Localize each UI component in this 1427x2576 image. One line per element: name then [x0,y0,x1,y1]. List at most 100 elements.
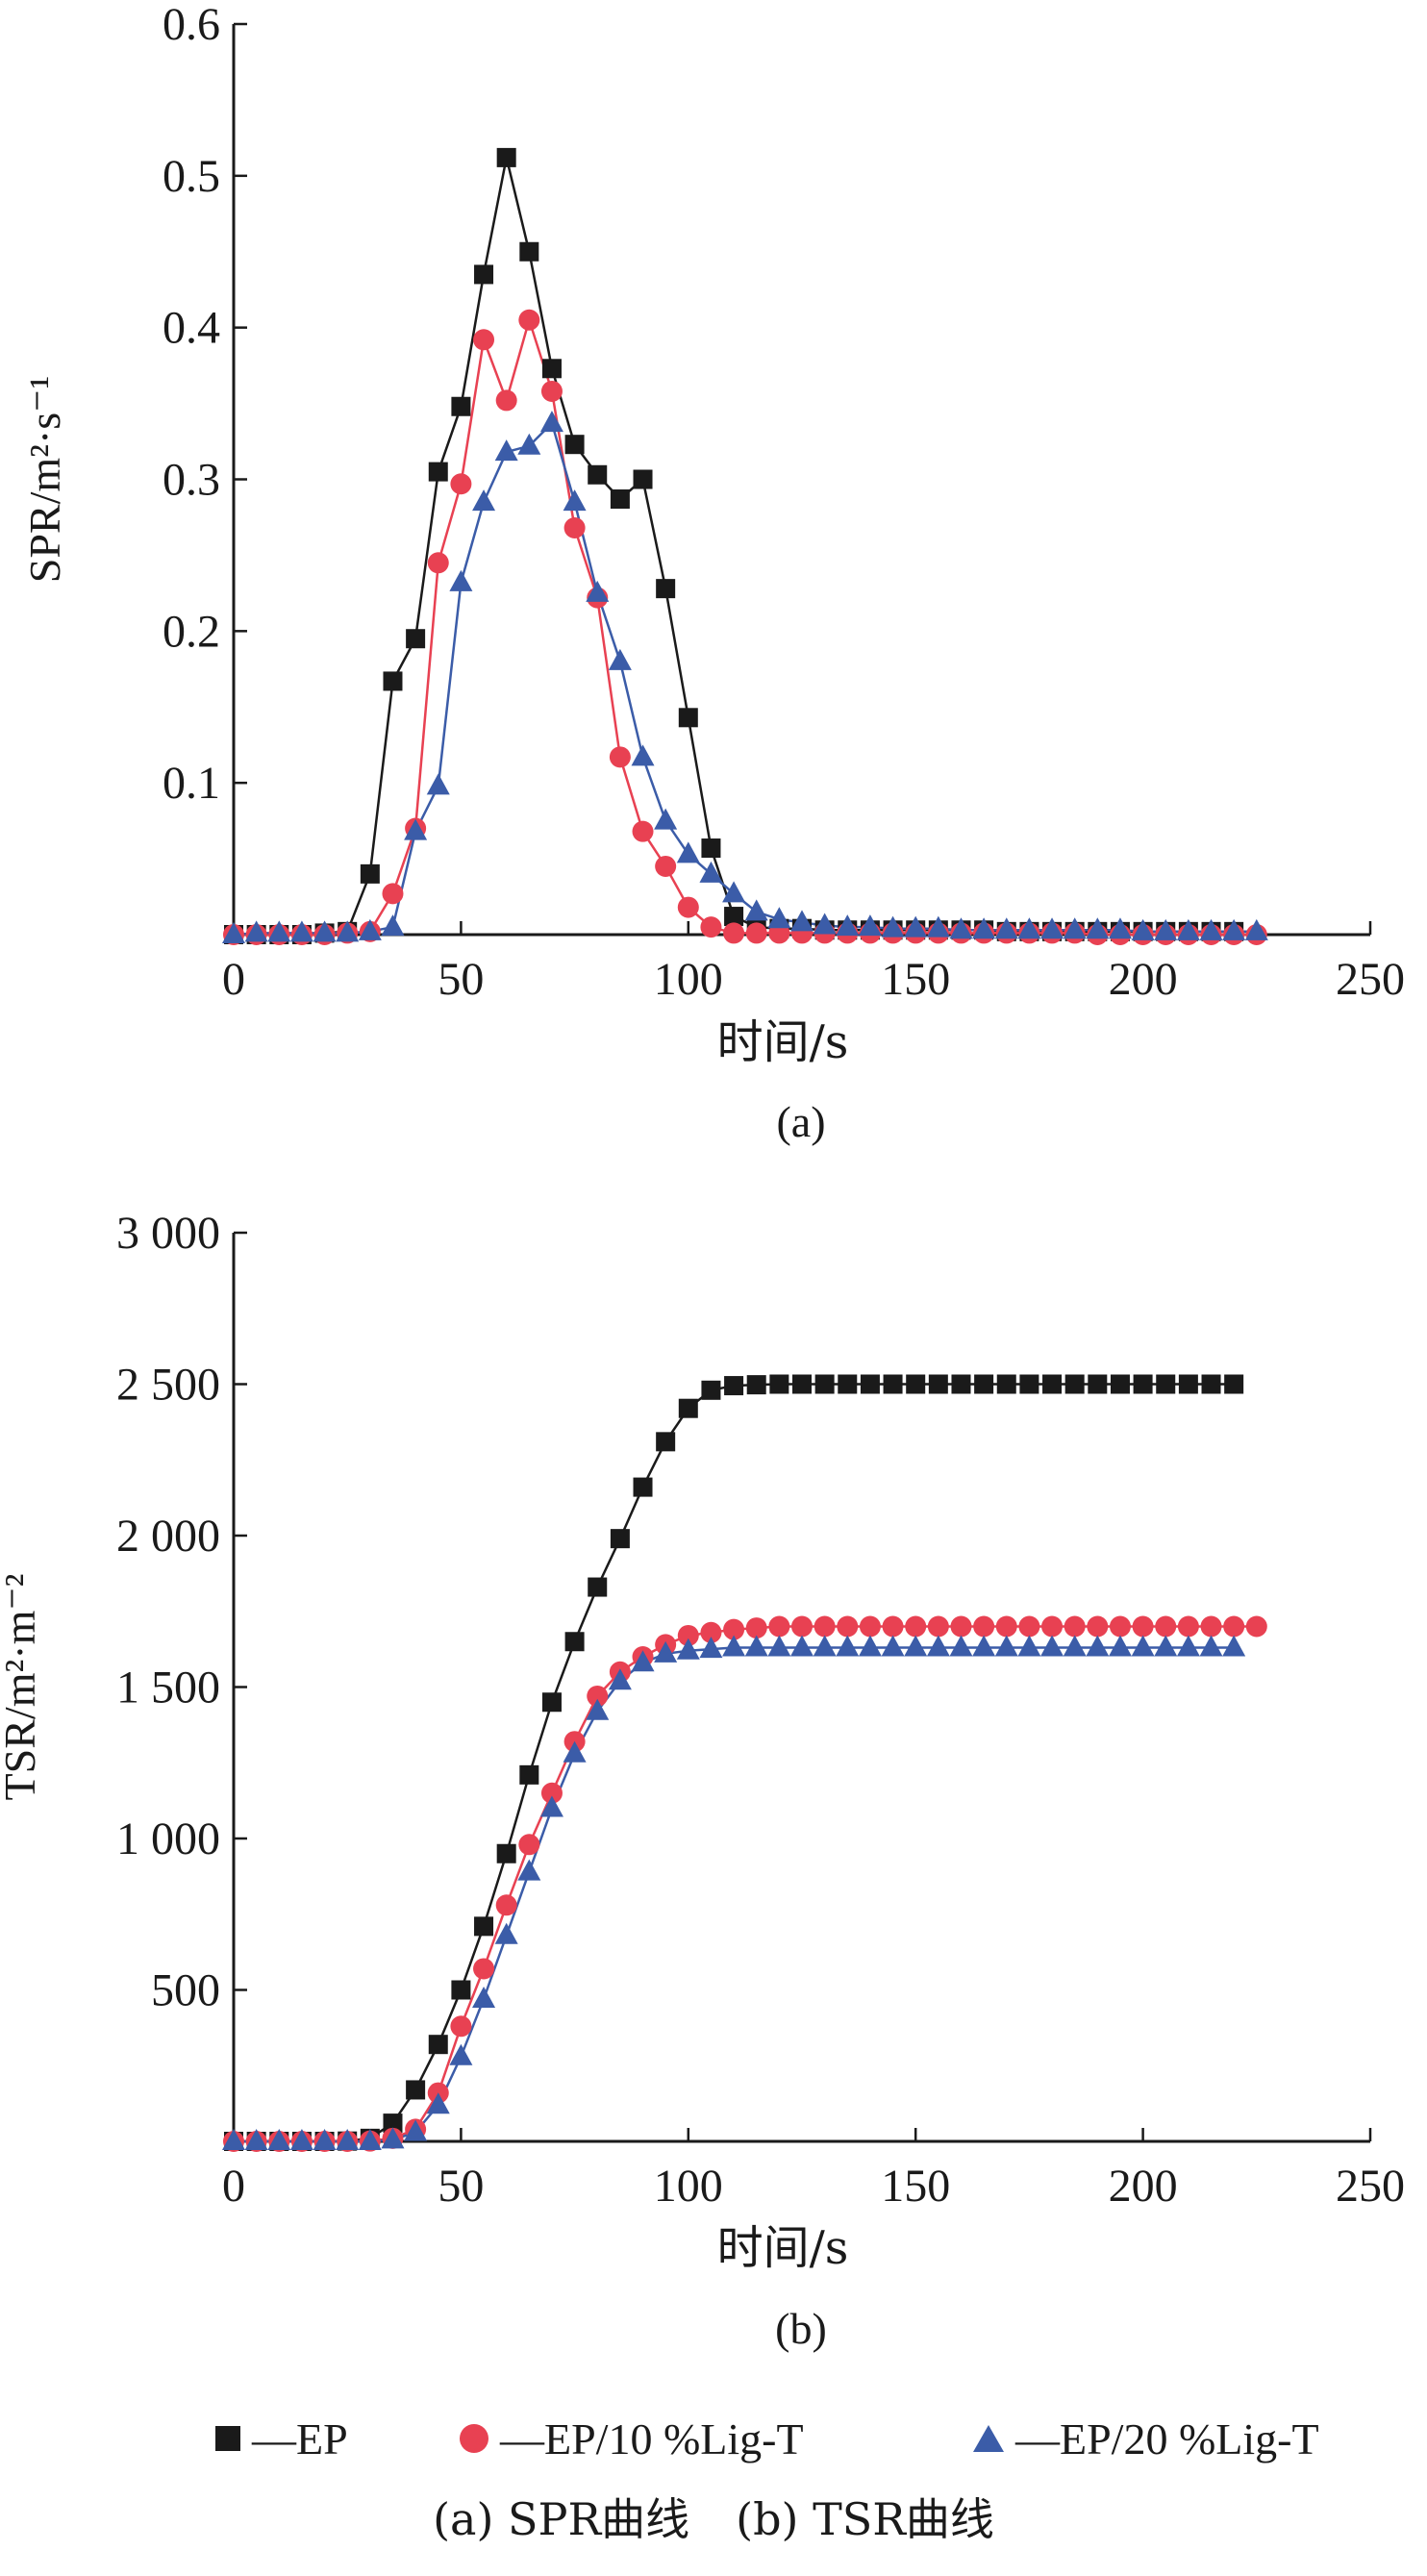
tsr-chart-panel: 0 50 100 150 200 250 500 1 000 1 500 2 000 2 500 3 … [0,1208,1405,2353]
data-point-circle [723,922,745,944]
data-point-triangle [313,2129,337,2150]
data-point-circle [995,1615,1017,1638]
data-point-square [383,671,403,691]
x-axis-label: 时间/s [717,2221,849,2275]
data-point-square [564,435,585,455]
data-point-square [496,1843,516,1863]
data-point-triangle [631,744,655,766]
square-marker-icon [215,2426,240,2451]
data-point-circle [518,1834,540,1856]
data-point-square [360,863,380,884]
data-point-square [724,1376,744,1396]
data-point-square [656,1432,676,1452]
data-point-triangle [313,920,337,942]
data-point-square [1156,1374,1176,1394]
data-point-triangle [358,2129,382,2150]
data-point-triangle [449,569,473,591]
data-point-square [656,579,676,599]
data-point-triangle [767,1635,791,1657]
data-point-square [1201,1374,1221,1394]
data-point-square [588,1577,608,1597]
data-point-square [678,1398,698,1418]
triangle-marker-icon [973,2425,1004,2452]
data-point-circle [1018,1615,1040,1638]
data-point-triangle [244,920,268,942]
data-point-circle [768,1615,790,1638]
data-point-square [519,1764,539,1785]
legend-label-ep20: —EP/20 %Lig-T [1015,2413,1319,2463]
data-point-circle [950,1615,972,1638]
data-point-triangle [881,915,905,938]
data-point-triangle [336,2129,360,2150]
data-point-triangle [494,1922,518,1944]
data-point-triangle [586,1698,610,1720]
y-tick-label: 0.6 [163,0,220,50]
spr-chart-panel: 0 50 100 150 200 250 0.1 0.2 0.3 0.4 0.5 0.6 时间/s SPR… [20,0,1405,1146]
x-tick-label: 0 [222,2161,245,2212]
data-point-triangle [1086,917,1110,939]
data-point-triangle [1244,918,1268,940]
data-point-square [906,1374,926,1394]
data-point-circle [1109,1615,1131,1638]
series-line-1 [234,1625,1257,2143]
data-point-square [474,1916,494,1937]
data-point-triangle [654,808,678,830]
data-point-triangle [904,915,928,938]
y-tick-label: 2 500 [116,1360,220,1411]
data-point-circle [677,896,699,918]
data-point-circle [473,329,495,351]
data-point-circle [495,389,517,412]
data-point-triangle [836,914,860,937]
data-point-triangle [1176,1635,1200,1657]
data-point-circle [859,1615,881,1638]
data-point-square [451,396,471,416]
panel-label: (a) [776,1097,825,1146]
data-point-circle [540,380,563,402]
data-point-circle [518,309,540,331]
data-point-triangle [813,913,837,935]
data-point-circle [1223,1615,1245,1638]
data-point-square [1224,1374,1244,1394]
data-point-circle [540,1782,563,1804]
x-tick-label: 200 [1109,2161,1178,2212]
data-point-circle [973,1615,995,1638]
data-point-circle [473,1958,495,1980]
x-tick-label: 100 [654,954,723,1005]
data-point-triangle [472,1986,496,2008]
data-point-square [1110,1374,1130,1394]
data-point-circle [450,2015,472,2038]
data-point-triangle [426,2092,450,2114]
data-point-square [1088,1374,1108,1394]
y-tick-label: 1 000 [116,1813,220,1864]
data-point-circle [700,1621,722,1643]
data-point-triangle [836,1635,860,1657]
y-tick-label: 0.3 [163,455,220,506]
data-point-circle [723,1618,745,1640]
x-tick-label: 150 [881,2161,950,2212]
x-tick-label: 50 [438,954,484,1005]
data-point-triangle [881,1635,905,1657]
data-point-circle [745,1617,767,1639]
figure-caption: (a) SPR曲线 (b) TSR曲线 [0,2485,1427,2548]
data-point-triangle [994,1635,1018,1657]
data-point-circle [609,746,631,768]
data-point-triangle [1222,918,1246,940]
legend-label-ep: —EP [252,2413,348,2463]
data-point-circle [677,1624,699,1646]
legend-item-ep20: —EP/20 %Lig-T [971,2400,1319,2477]
data-point-triangle [244,2129,268,2150]
data-point-triangle [381,2127,405,2149]
data-point-triangle [426,773,450,795]
y-tick-label: 0.5 [163,151,220,202]
data-point-triangle [1108,917,1132,939]
x-axis-label: 时间/s [717,1015,849,1069]
data-point-circle [1132,1615,1154,1638]
data-point-circle [632,820,654,842]
data-point-square [610,489,630,510]
data-point-triangle [790,1635,814,1657]
series-line-0 [234,157,1235,937]
data-point-circle [1155,1615,1177,1638]
legend: —EP —EP/10 %Lig-T —EP/20 %Lig-T [0,2400,1427,2477]
data-point-circle [745,922,767,944]
data-point-circle [791,1615,813,1638]
